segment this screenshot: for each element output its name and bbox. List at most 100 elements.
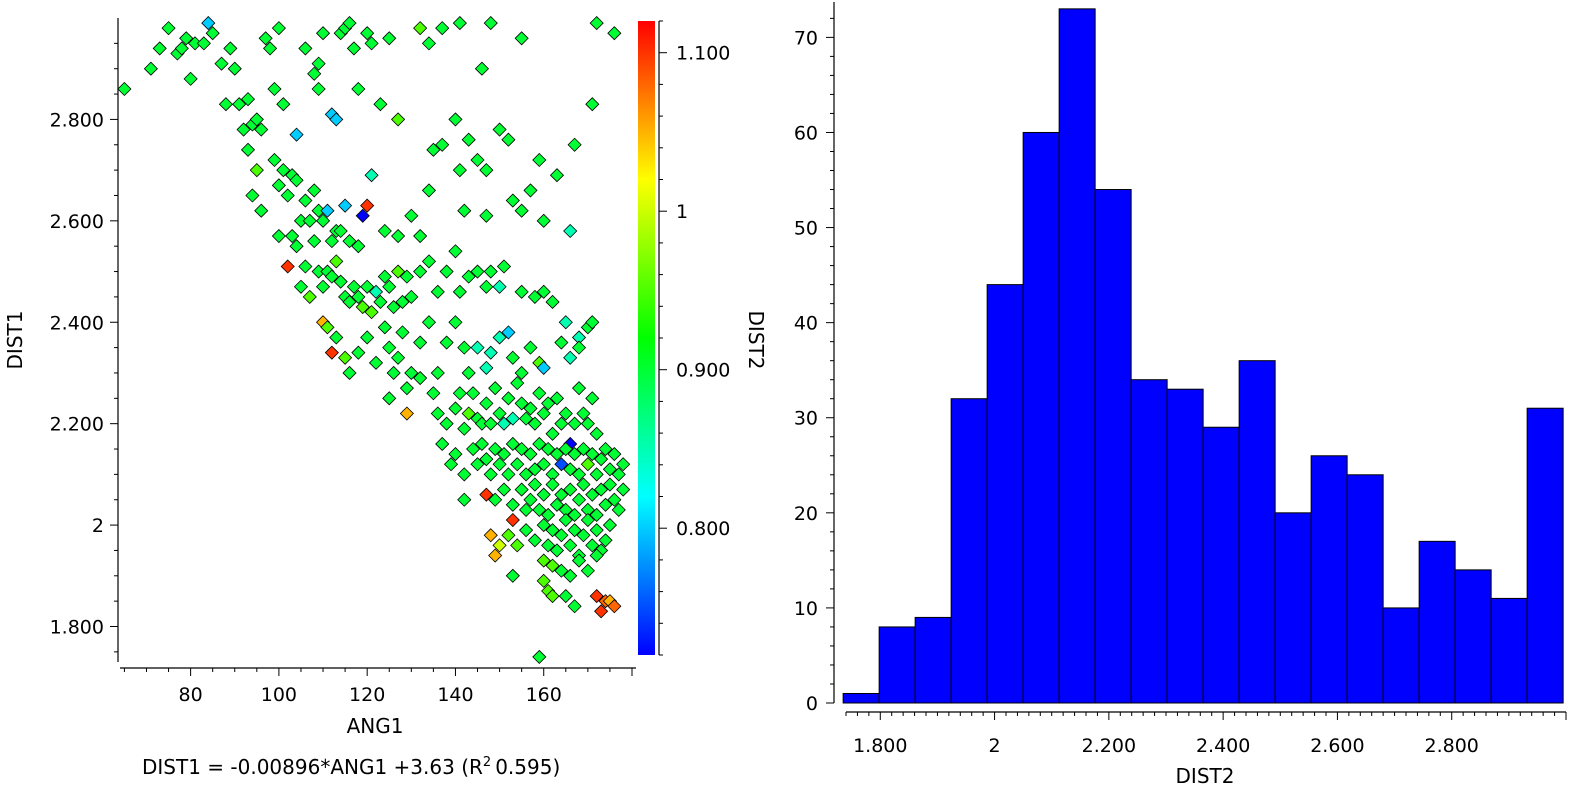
scatter-point bbox=[479, 208, 494, 223]
scatter-point bbox=[576, 406, 591, 421]
scatter-point bbox=[510, 538, 525, 553]
histogram-bar bbox=[878, 626, 916, 704]
scatter-point bbox=[461, 269, 476, 284]
scatter-point bbox=[558, 589, 573, 604]
scatter-point bbox=[554, 528, 569, 543]
histogram-x-tick-label: 2 bbox=[989, 735, 1001, 757]
scatter-point bbox=[430, 406, 445, 421]
scatter-point bbox=[307, 234, 322, 249]
scatter-point bbox=[589, 523, 604, 538]
scatter-point bbox=[435, 21, 450, 36]
scatter-point bbox=[536, 406, 551, 421]
scatter-x-tick-label: 80 bbox=[179, 684, 203, 706]
scatter-point bbox=[616, 482, 631, 497]
scatter-point bbox=[461, 132, 476, 147]
scatter-point bbox=[324, 234, 339, 249]
scatter-point bbox=[152, 41, 167, 56]
scatter-point bbox=[607, 599, 622, 614]
scatter-point bbox=[351, 239, 366, 254]
scatter-point bbox=[474, 436, 489, 452]
scatter-point bbox=[549, 168, 565, 183]
scatter-point bbox=[505, 436, 520, 452]
scatter-point bbox=[580, 512, 595, 528]
scatter-point bbox=[479, 396, 494, 411]
scatter-point bbox=[536, 518, 551, 533]
scatter-point bbox=[501, 132, 516, 147]
scatter-point bbox=[567, 137, 582, 152]
scatter-point bbox=[492, 279, 507, 294]
scatter-point bbox=[611, 467, 626, 482]
scatter-point bbox=[333, 274, 348, 289]
scatter-point bbox=[470, 152, 485, 168]
scatter-point bbox=[179, 31, 194, 46]
scatter-point bbox=[545, 294, 560, 310]
scatter-point bbox=[293, 279, 309, 294]
histogram-bar bbox=[1130, 379, 1168, 704]
scatter-point bbox=[558, 315, 573, 330]
scatter-point bbox=[289, 173, 304, 188]
scatter-point bbox=[276, 97, 291, 112]
scatter-point bbox=[391, 228, 406, 244]
scatter-point bbox=[461, 406, 476, 421]
scatter-y-axis-title: DIST1 bbox=[3, 311, 27, 370]
scatter-point bbox=[483, 467, 498, 482]
scatter-point bbox=[580, 563, 595, 578]
scatter-point bbox=[527, 477, 542, 492]
scatter-point bbox=[307, 183, 322, 198]
histogram-x-tick-label: 2.200 bbox=[1082, 735, 1136, 757]
scatter-point bbox=[554, 563, 569, 578]
scatter-point bbox=[594, 482, 609, 497]
scatter-x-axis: 80 100 120 140 160 bbox=[120, 667, 636, 706]
scatter-point bbox=[505, 512, 520, 528]
scatter-point bbox=[452, 284, 467, 299]
scatter-point bbox=[541, 538, 556, 553]
scatter-point bbox=[329, 330, 344, 345]
scatter-point bbox=[377, 269, 392, 284]
histogram-y-tick-label: 60 bbox=[794, 122, 818, 144]
scatter-point bbox=[232, 97, 247, 112]
histogram-bar bbox=[1274, 512, 1312, 704]
scatter-point bbox=[360, 330, 375, 345]
scatter-point bbox=[435, 436, 450, 452]
scatter-point bbox=[483, 416, 498, 431]
histogram-bar bbox=[914, 616, 952, 704]
scatter-point bbox=[413, 21, 428, 36]
scatter-point bbox=[505, 411, 520, 426]
scatter-point bbox=[324, 269, 339, 284]
scatter-point bbox=[391, 264, 406, 279]
scatter-point bbox=[311, 81, 326, 97]
scatter-point bbox=[249, 163, 264, 178]
scatter-point bbox=[342, 234, 357, 249]
scatter-point bbox=[457, 340, 472, 355]
scatter-point bbox=[377, 223, 392, 239]
scatter-point bbox=[549, 447, 565, 462]
scatter-x-tick-label: 100 bbox=[261, 684, 297, 706]
colorbar: 0.800 0.900 1 1.100 DIST2 bbox=[638, 20, 768, 656]
scatter-point bbox=[404, 208, 419, 223]
scatter-point bbox=[285, 228, 300, 244]
scatter-point bbox=[589, 467, 604, 482]
scatter-point bbox=[532, 436, 547, 452]
scatter-point bbox=[439, 264, 454, 279]
scatter-point bbox=[360, 198, 375, 213]
scatter-point bbox=[399, 381, 414, 396]
scatter-x-tick-label: 160 bbox=[526, 684, 562, 706]
scatter-point bbox=[505, 350, 520, 365]
scatter-point bbox=[267, 152, 282, 168]
scatter-point bbox=[205, 26, 220, 41]
scatter-point bbox=[360, 26, 375, 41]
histogram-bar bbox=[986, 284, 1024, 704]
scatter-point bbox=[474, 61, 489, 76]
histogram-bars bbox=[842, 8, 1564, 704]
scatter-point bbox=[373, 97, 388, 112]
scatter-point bbox=[483, 264, 498, 279]
scatter-point bbox=[320, 203, 335, 218]
scatter-point bbox=[571, 492, 587, 507]
scatter-point bbox=[501, 528, 516, 543]
scatter-point bbox=[571, 467, 587, 482]
scatter-y-tick-label: 2.400 bbox=[50, 312, 104, 334]
scatter-point bbox=[413, 228, 428, 244]
scatter-point bbox=[488, 548, 503, 563]
scatter-point bbox=[558, 512, 573, 528]
scatter-point bbox=[315, 213, 331, 228]
